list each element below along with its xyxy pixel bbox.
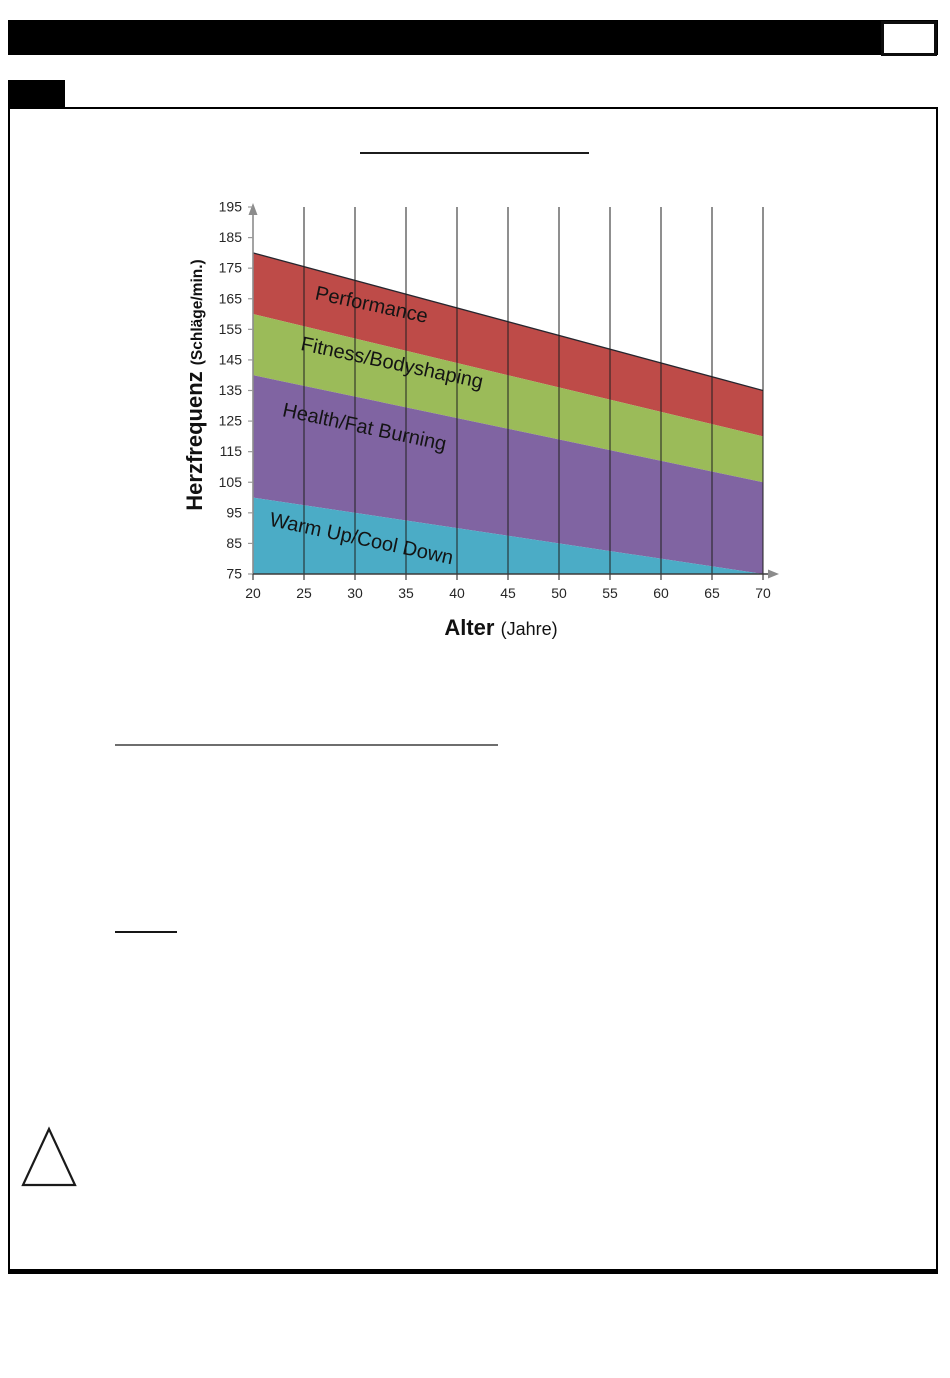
x-tick-label: 45	[500, 585, 516, 601]
y-tick-label: 125	[219, 413, 243, 429]
x-axis-title: Alter (Jahre)	[444, 615, 557, 640]
x-tick-label: 35	[398, 585, 414, 601]
header-title-bar	[8, 20, 938, 56]
y-tick-label: 145	[219, 351, 243, 367]
warning-triangle-icon	[21, 1126, 77, 1187]
x-tick-label: 30	[347, 585, 363, 601]
section-number-box	[8, 80, 65, 108]
zone-area-warm-up-cool-down	[253, 497, 763, 574]
y-tick-label: 75	[226, 566, 242, 582]
y-axis-arrow-icon	[248, 203, 258, 215]
y-tick-label: 85	[226, 535, 242, 551]
x-tick-label: 55	[602, 585, 618, 601]
x-axis-arrow-icon	[768, 569, 779, 579]
x-tick-label: 60	[653, 585, 669, 601]
chart-title-underline	[360, 152, 589, 154]
y-tick-label: 165	[219, 290, 243, 306]
y-tick-label: 105	[219, 474, 243, 490]
y-tick-label: 195	[219, 199, 243, 215]
x-tick-label: 20	[245, 585, 261, 601]
y-tick-label: 95	[226, 504, 242, 520]
y-tick-label: 175	[219, 260, 243, 276]
x-tick-label: 70	[755, 585, 771, 601]
y-tick-label: 185	[219, 229, 243, 245]
warning-triangle-outline	[21, 1126, 77, 1187]
x-tick-label: 65	[704, 585, 720, 601]
note-heading-underline	[115, 931, 177, 933]
x-tick-label: 50	[551, 585, 567, 601]
y-tick-label: 135	[219, 382, 243, 398]
section-heading-underline	[115, 744, 498, 746]
y-tick-label: 115	[220, 443, 243, 459]
content-frame: 195 185 175 165 155 145 135 125 115 105 95 85 75 20 25…	[8, 107, 938, 1274]
x-tick-label: 25	[296, 585, 312, 601]
x-tick-label: 40	[449, 585, 465, 601]
header-page-number-box	[881, 21, 937, 56]
header-title-text	[19, 21, 877, 54]
y-axis-title: Herzfrequenz (Schläge/min.)	[185, 259, 207, 510]
y-tick-label: 155	[219, 321, 243, 337]
